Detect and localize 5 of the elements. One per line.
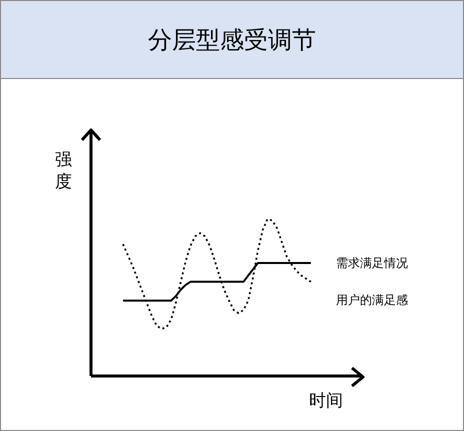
text: 需求满足情况 — [336, 256, 408, 270]
y-axis-title: 强度 — [55, 149, 73, 193]
chart-title: 分层型感受调节 — [1, 1, 463, 79]
text: 用户的满足感 — [336, 292, 408, 307]
x-axis-title: 时间 — [309, 390, 343, 412]
